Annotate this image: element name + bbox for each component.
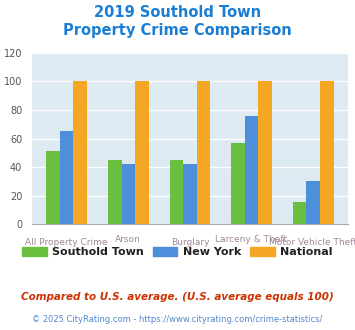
Bar — [306, 182, 320, 224]
Bar — [258, 82, 272, 224]
Bar — [108, 160, 121, 224]
Text: Compared to U.S. average. (U.S. average equals 100): Compared to U.S. average. (U.S. average … — [21, 292, 334, 302]
Text: © 2025 CityRating.com - https://www.cityrating.com/crime-statistics/: © 2025 CityRating.com - https://www.city… — [32, 315, 323, 324]
Bar — [245, 116, 258, 224]
Text: All Property Crime: All Property Crime — [26, 238, 108, 247]
Text: Burglary: Burglary — [171, 238, 209, 247]
Bar — [231, 143, 245, 224]
Text: Larceny & Theft: Larceny & Theft — [215, 235, 288, 244]
Text: Arson: Arson — [115, 235, 141, 244]
Text: Motor Vehicle Theft: Motor Vehicle Theft — [269, 238, 355, 247]
Bar — [135, 82, 149, 224]
Bar — [197, 82, 210, 224]
Bar — [170, 160, 183, 224]
Legend: Southold Town, New York, National: Southold Town, New York, National — [18, 242, 337, 262]
Bar — [73, 82, 87, 224]
Bar — [60, 131, 73, 224]
Text: Property Crime Comparison: Property Crime Comparison — [63, 23, 292, 38]
Bar — [46, 151, 60, 224]
Bar — [293, 202, 306, 224]
Text: 2019 Southold Town: 2019 Southold Town — [94, 5, 261, 20]
Bar — [320, 82, 334, 224]
Bar — [183, 164, 197, 224]
Bar — [121, 164, 135, 224]
